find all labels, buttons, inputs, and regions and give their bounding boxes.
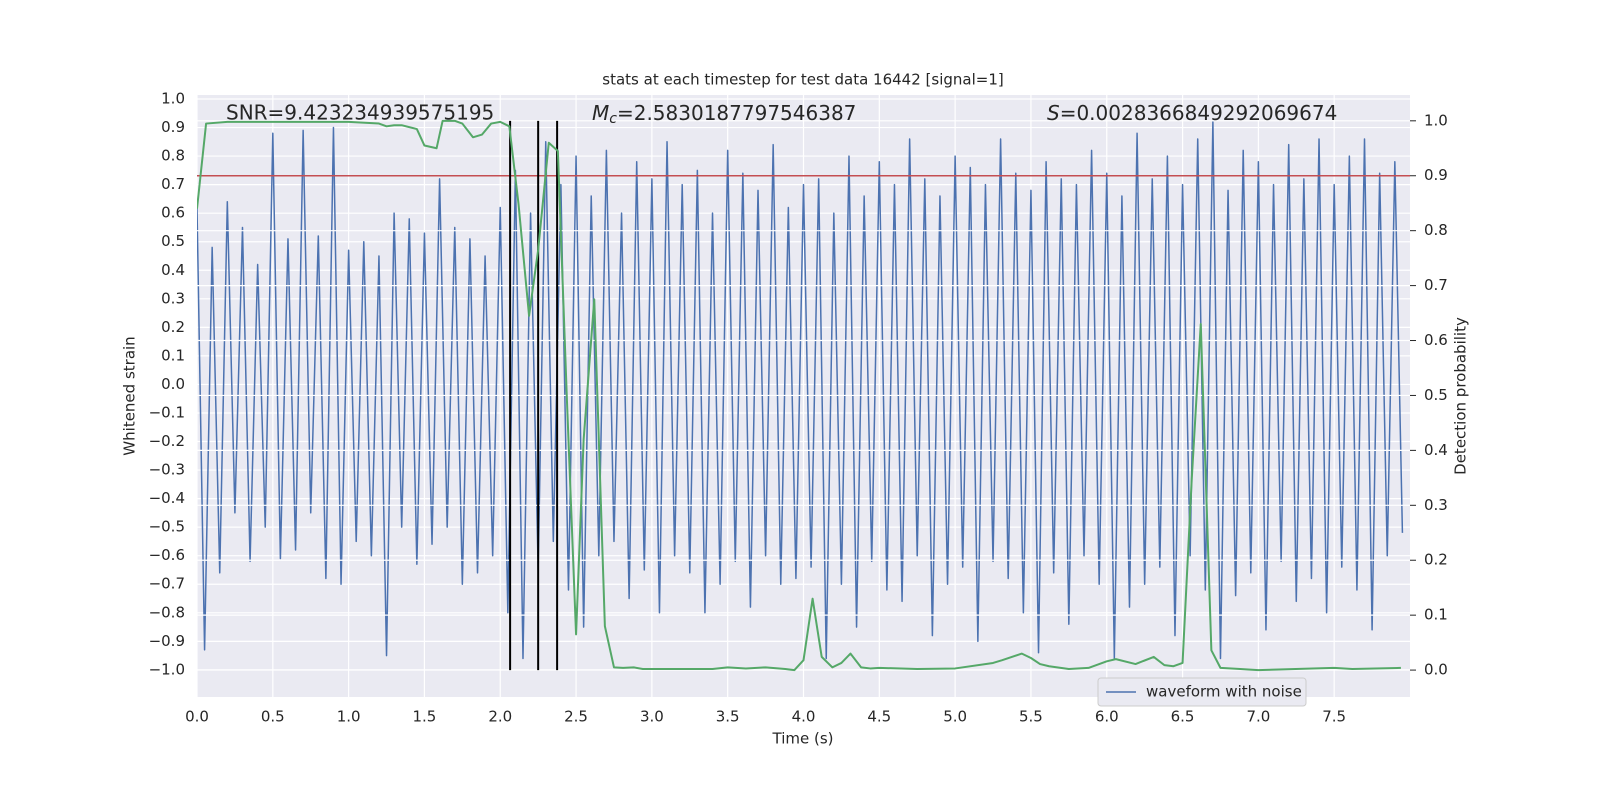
x-tick-label: 2.0 <box>488 708 512 726</box>
x-tick-label: 2.5 <box>564 708 588 726</box>
y-tick-label: 0.4 <box>161 261 185 279</box>
x-tick-label: 4.5 <box>867 708 891 726</box>
overlay-layer: 0.0 0.5 1.0 1.5 2.0 2.5 3.0 3.5 4.0 4.5 5.0 5.5 6.0 6… <box>149 89 1448 725</box>
y2-tick-label: 0.7 <box>1424 276 1448 294</box>
mc-value: =2.5830187797546387 <box>617 101 856 125</box>
x-axis-label: Time (s) <box>772 730 834 748</box>
series-line <box>197 119 1401 672</box>
chart-title: stats at each timestep for test data 164… <box>602 71 1003 89</box>
x-tick-label: 3.0 <box>640 708 664 726</box>
x-tick-label: 4.0 <box>792 708 816 726</box>
y2-tick-label: 0.2 <box>1424 551 1448 569</box>
y2-tick-label: 0.6 <box>1424 331 1448 349</box>
x-tick-label: 1.5 <box>413 708 437 726</box>
y-tick-label: −0.8 <box>149 603 185 621</box>
s-annotation: S=0.0028366849292069674 <box>1047 101 1337 125</box>
y2-tick-label: 0.5 <box>1424 386 1448 404</box>
y2-tick-label: 0.4 <box>1424 441 1448 459</box>
y-axis-label: Whitened strain <box>121 336 139 455</box>
x-tick-label: 6.0 <box>1095 708 1119 726</box>
x-tick-label: 7.0 <box>1246 708 1270 726</box>
y-tick-label: 0.9 <box>161 118 185 136</box>
snr-annotation: SNR=9.423234939575195 <box>226 101 494 125</box>
x-tick-label: 0.5 <box>261 708 285 726</box>
x-tick-label: 0.0 <box>185 708 209 726</box>
mc-symbol: M <box>592 101 609 125</box>
x-tick-label: 5.0 <box>943 708 967 726</box>
mc-annotation: Mc=2.5830187797546387 <box>592 101 856 128</box>
y-tick-label: −0.2 <box>149 432 185 450</box>
y-tick-label: −1.0 <box>149 660 185 678</box>
y-tick-label: 0.3 <box>161 289 185 307</box>
x-tick-label: 1.0 <box>337 708 361 726</box>
y-tick-label: −0.5 <box>149 518 185 536</box>
y-tick-label: −0.7 <box>149 575 185 593</box>
y2-axis-label: Detection probability <box>1452 317 1470 475</box>
x-tick-label: 5.5 <box>1019 708 1043 726</box>
y2-tick-label: 0.8 <box>1424 221 1448 239</box>
y-tick-label: 0.0 <box>161 375 185 393</box>
x-tick-label: 6.5 <box>1171 708 1195 726</box>
y2-tick-label: 0.9 <box>1424 166 1448 184</box>
y-tick-label: 0.2 <box>161 318 185 336</box>
data-layer <box>197 119 1410 672</box>
s-value: =0.0028366849292069674 <box>1060 101 1338 125</box>
s-symbol: S <box>1047 101 1060 125</box>
y-tick-label: 0.1 <box>161 346 185 364</box>
y-tick-label: 0.7 <box>161 175 185 193</box>
legend-label: waveform with noise <box>1146 683 1302 701</box>
legend-box <box>1097 677 1307 707</box>
y2-tick-label: 1.0 <box>1424 111 1448 129</box>
legend: waveform with noise <box>1097 677 1307 707</box>
y-tick-label: 0.5 <box>161 232 185 250</box>
y-tick-label: −0.6 <box>149 546 185 564</box>
mc-subscript: c <box>609 111 617 127</box>
x-tick-label: 7.5 <box>1322 708 1346 726</box>
y-tick-label: 0.8 <box>161 147 185 165</box>
y2-tick-label: 0.0 <box>1424 661 1448 679</box>
y-tick-label: −0.9 <box>149 632 185 650</box>
x-tick-label: 3.5 <box>716 708 740 726</box>
y-tick-label: −0.3 <box>149 461 185 479</box>
y-tick-label: −0.1 <box>149 403 185 421</box>
y2-tick-label: 0.3 <box>1424 496 1448 514</box>
y-tick-label: 0.6 <box>161 204 185 222</box>
y2-tick-label: 0.1 <box>1424 606 1448 624</box>
y-tick-label: 1.0 <box>161 89 185 107</box>
y-tick-label: −0.4 <box>149 489 185 507</box>
